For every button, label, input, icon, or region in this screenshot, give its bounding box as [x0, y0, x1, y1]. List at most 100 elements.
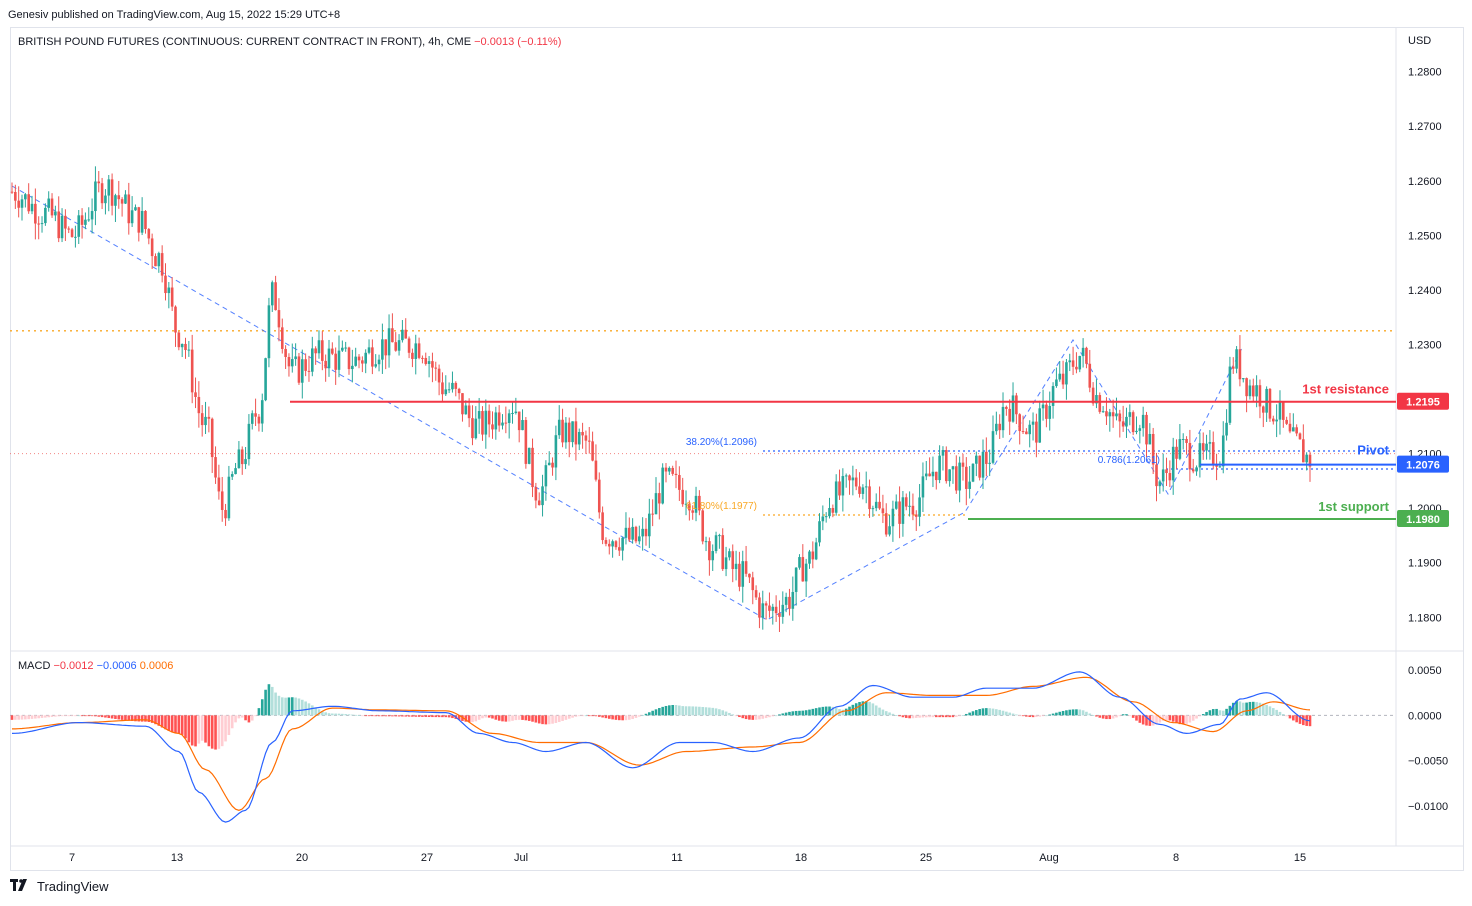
macd-histogram-bar	[834, 707, 838, 716]
candle-body	[1031, 421, 1035, 425]
macd-histogram-bar	[554, 715, 558, 723]
candle-body	[924, 473, 928, 477]
macd-histogram-bar	[564, 715, 568, 720]
candle-body	[1288, 423, 1292, 432]
macd-histogram-bar	[60, 715, 64, 717]
macd-histogram-bar	[975, 710, 978, 716]
candle-body	[1275, 419, 1278, 422]
candle-body	[1298, 433, 1302, 440]
candle-body	[1018, 414, 1022, 432]
macd-histogram-bar	[918, 715, 921, 718]
macd-histogram-bar	[297, 698, 301, 716]
candle-body	[180, 343, 184, 348]
candle-body	[80, 215, 84, 225]
macd-histogram-bar	[1061, 710, 1065, 716]
candle-body	[244, 459, 247, 465]
candle-body	[274, 282, 277, 311]
macd-histogram-bar	[761, 715, 765, 719]
support-price-tag	[1397, 510, 1449, 528]
macd-histogram-bar	[414, 715, 418, 717]
candle-body	[517, 411, 521, 431]
candle-body	[985, 451, 988, 464]
macd-histogram-bar	[377, 715, 381, 717]
macd-histogram-bar	[227, 715, 231, 736]
macd-histogram-bar	[1058, 711, 1062, 716]
macd-histogram-bar	[421, 715, 424, 717]
candle-body	[1158, 481, 1162, 487]
macd-histogram-bar	[40, 715, 44, 718]
footer-brand[interactable]: TradingView	[10, 879, 109, 894]
symbol-legend[interactable]: BRITISH POUND FUTURES (CONTINUOUS: CURRE…	[18, 36, 561, 48]
pivot-price-tag-text: 1.2076	[1406, 460, 1440, 472]
macd-histogram-bar	[491, 715, 494, 719]
candle-body	[658, 493, 661, 504]
time-axis-label-5: 11	[671, 852, 682, 864]
macd-histogram-bar	[1115, 715, 1118, 718]
macd-histogram-bar	[691, 706, 694, 716]
macd-histogram-bar	[998, 709, 1001, 716]
candle-body	[617, 547, 621, 551]
macd-histogram-bar	[451, 715, 454, 719]
candle-body	[931, 471, 935, 477]
macd-histogram-bar	[24, 715, 27, 720]
macd-histogram-bar	[1278, 711, 1282, 716]
macd-histogram-bar	[961, 715, 965, 716]
macd-histogram-bar	[294, 697, 297, 716]
candle-body	[407, 338, 411, 353]
candle-body	[167, 287, 171, 294]
candle-body	[77, 215, 81, 237]
candle-body	[914, 514, 918, 517]
macd-histogram-bar	[1031, 715, 1035, 718]
candle-body	[140, 210, 144, 233]
candle-body	[287, 357, 291, 367]
candle-body	[1245, 378, 1248, 397]
macd-legend[interactable]: MACD −0.0012 −0.0006 0.0006	[18, 660, 173, 672]
candle-body	[1128, 412, 1132, 417]
macd-histogram-bar	[708, 707, 711, 716]
macd-histogram-bar	[1128, 715, 1132, 717]
macd-histogram-bar	[634, 715, 638, 718]
candle-body	[741, 561, 745, 587]
macd-histogram-bar	[824, 706, 828, 716]
candle-body	[491, 424, 494, 430]
macd-histogram-bar	[864, 701, 868, 716]
chart-frame[interactable]	[10, 27, 1464, 871]
macd-histogram-bar	[97, 715, 101, 717]
macd-histogram-bar	[638, 715, 641, 717]
candle-body	[134, 207, 137, 211]
macd-axis-label-1: 0.0000	[1408, 710, 1442, 722]
candle-body	[247, 423, 251, 460]
macd-histogram-bar	[985, 708, 988, 716]
candle-body	[828, 508, 831, 517]
candle-body	[1181, 439, 1185, 441]
candle-body	[584, 435, 588, 441]
candle-body	[207, 416, 211, 419]
candle-body	[628, 527, 631, 540]
candle-body	[1121, 421, 1125, 427]
candle-body	[784, 596, 788, 605]
macd-histogram-bar	[521, 715, 524, 720]
candle-body	[551, 462, 554, 468]
candle-body	[1278, 402, 1282, 420]
macd-histogram-bar	[54, 715, 57, 717]
macd-histogram-bar	[501, 715, 504, 722]
macd-histogram-bar	[597, 715, 601, 717]
candle-body	[331, 348, 334, 354]
candle-body	[1175, 446, 1178, 459]
macd-histogram-bar	[908, 715, 911, 719]
candle-body	[577, 431, 581, 445]
macd-histogram-bar	[581, 715, 584, 717]
macd-histogram-bar	[841, 709, 845, 716]
candle-body	[781, 604, 785, 617]
candle-body	[714, 535, 718, 552]
macd-histogram-bar	[654, 709, 658, 716]
candle-body	[164, 275, 167, 294]
macd-histogram-bar	[1295, 715, 1298, 723]
candle-body	[624, 527, 628, 538]
macd-histogram-bar	[988, 708, 991, 716]
macd-histogram-bar	[888, 712, 891, 716]
candle-body	[391, 328, 394, 343]
candle-body	[27, 194, 30, 212]
candle-body	[1098, 395, 1102, 412]
